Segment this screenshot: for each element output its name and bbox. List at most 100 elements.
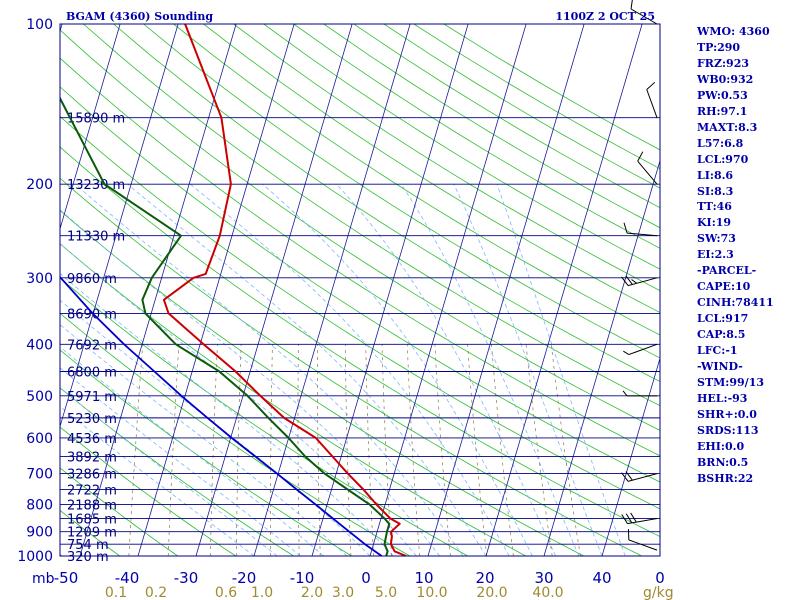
wind-barb (646, 81, 658, 118)
wind-barb (623, 222, 658, 237)
stat-line: FRZ:923 (697, 56, 750, 70)
mixing-ratio-lines (128, 344, 581, 556)
pressure-tick-label: 300 (26, 271, 53, 287)
height-label: 320 m (67, 550, 109, 565)
isotherm (79, 24, 237, 556)
stat-line: CAPE:10 (697, 280, 751, 294)
wind-barb (621, 512, 658, 525)
mixing-ratio-tick-label: 40.0 (532, 585, 563, 600)
mixing-ratio-tick-label: 0.6 (215, 585, 237, 600)
temperature-tick-label: -20 (232, 569, 257, 587)
height-label: 754 m (67, 538, 109, 553)
stability-indices-panel: WMO: 4360 TP:290 FRZ:923 WB0:932 PW:0.53 RH:9… (697, 24, 797, 487)
dry-adiabats (60, 24, 660, 556)
wind-barb-feather (646, 81, 656, 90)
wind-barb-feather (630, 512, 637, 523)
height-label: 5971 m (67, 390, 117, 405)
moist-adiabat (127, 183, 487, 556)
temperature-tick-label: 0 (655, 569, 665, 587)
isotherm (311, 24, 469, 556)
stat-line: KI:19 (697, 216, 732, 230)
isotherm (543, 159, 660, 556)
mixing-ratio-tick-label: 5.0 (375, 585, 397, 600)
dry-adiabat (60, 57, 660, 457)
stat-line: LI:8.6 (697, 168, 734, 182)
stat-line: WB0:932 (697, 72, 754, 86)
stat-line: LCL:917 (697, 312, 749, 326)
mixing-ratio-line (209, 344, 218, 556)
moist-adiabat (60, 209, 440, 556)
mixing-ratio-tick-label: 2.0 (301, 585, 323, 600)
chart-title: BGAM (4360) Sounding (66, 10, 213, 23)
dry-adiabat (60, 29, 660, 431)
pressure-unit-label: mb (32, 571, 55, 587)
stat-line: SI:8.3 (697, 184, 734, 198)
height-label: 11330 m (67, 230, 125, 245)
height-label: 13230 m (67, 178, 125, 193)
wind-barb-feather (625, 471, 633, 481)
wind-barb-feather (623, 222, 628, 234)
pressure-tick-label: 500 (26, 389, 53, 405)
temperature-tick-label: -30 (174, 569, 199, 587)
temperature-tick-label: 10 (414, 569, 433, 587)
stat-line: EI:2.3 (697, 248, 734, 262)
isotherm (601, 356, 660, 556)
isotherm (60, 24, 179, 428)
moist-adiabat (336, 183, 556, 556)
wind-barb (621, 471, 658, 482)
wind-barb-feather (630, 0, 633, 10)
height-label: 1685 m (67, 512, 117, 527)
stat-line: SHR+:0.0 (697, 407, 757, 421)
moist-adiabat (262, 183, 533, 556)
moist-adiabat (60, 324, 348, 556)
pressure-tick-label: 100 (26, 17, 53, 33)
stat-line: -PARCEL- (697, 264, 757, 278)
height-label: 15890 m (67, 112, 125, 127)
stat-line: PW:0.53 (697, 88, 748, 102)
wind-barb-feather (625, 275, 633, 285)
isobars (60, 23, 660, 557)
mixing-ratio-line (128, 344, 144, 556)
wind-barb-staff (630, 8, 658, 25)
mixing-ratio-line (317, 344, 321, 556)
moist-adiabat (60, 272, 394, 556)
pressure-tick-label: 700 (26, 467, 53, 483)
temperature-tick-label: 30 (534, 569, 553, 587)
temperature-tick-label: 0 (361, 569, 371, 587)
height-label: 6800 m (67, 366, 117, 381)
isotherm (0, 24, 4, 556)
temperature-trace (162, 24, 407, 556)
sounding-traces (60, 24, 407, 556)
mixing-ratio-line (167, 344, 180, 556)
wind-barb-feather (621, 472, 629, 482)
dry-adiabat (83, 24, 660, 407)
dewpoint-trace (60, 96, 391, 556)
isotherm (253, 24, 411, 556)
wind-barb-feather (621, 514, 628, 524)
pressure-tick-label: 400 (26, 337, 53, 353)
wind-barb-staff (628, 539, 658, 551)
moist-adiabat (496, 183, 626, 556)
stat-line: BSHR:22 (697, 471, 754, 485)
height-label: 3892 m (67, 450, 117, 465)
isotherm (137, 24, 295, 556)
stat-line: WMO: 4360 (697, 25, 770, 38)
wind-barbs (621, 0, 658, 551)
stat-line: TP:290 (697, 40, 741, 54)
wind-barb (630, 0, 658, 25)
wind-barb-staff (646, 89, 658, 118)
stat-line: EHI:0.0 (697, 439, 745, 453)
plot-frame (59, 23, 661, 557)
isotherm (195, 24, 353, 556)
wind-barb-feather (631, 279, 638, 284)
isotherm (60, 24, 121, 231)
isotherms (0, 24, 660, 556)
stat-line: STM:99/13 (697, 375, 764, 389)
mixing-ratio-tick-label: 0.1 (105, 585, 127, 600)
stat-line: -WIND- (697, 360, 743, 374)
temperature-tick-label: -50 (54, 569, 79, 587)
mixing-ratio-tick-label: 3.0 (332, 585, 354, 600)
wind-barb-feather (623, 350, 630, 355)
